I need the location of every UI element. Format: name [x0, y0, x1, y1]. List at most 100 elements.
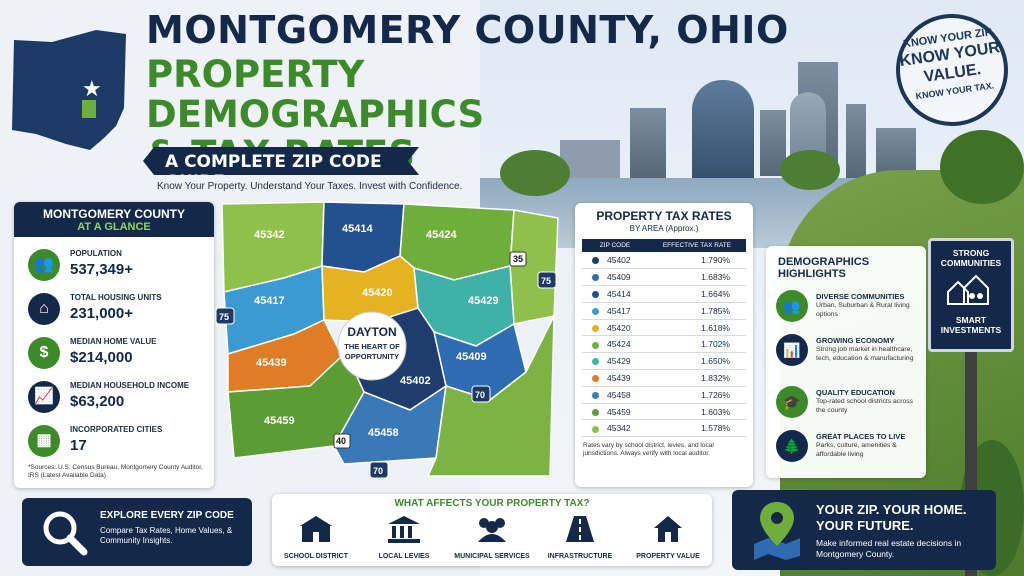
zip-label: 45458 [368, 427, 399, 439]
stat-median-home-value: $ MEDIAN HOME VALUE $214,000 [28, 331, 214, 375]
highlight-diverse-communities: 👥 DIVERSE COMMUNITIES Urban, Suburban & … [776, 290, 926, 336]
highlight-desc: Top-rated school districts across the co… [816, 398, 914, 414]
title-line-2: PROPERTY DEMOGRAPHICS [146, 53, 485, 136]
highway-shield-icon: 75 [215, 307, 235, 325]
zip-cell: 45429 [582, 352, 648, 371]
tax-rate: 1.603% [647, 403, 746, 421]
zip-region-45459 [227, 354, 365, 459]
stat-value: 17 [70, 437, 87, 454]
stat-value: 537,349+ [70, 261, 133, 278]
dollar-icon: $ [28, 337, 60, 369]
highlight-title: QUALITY EDUCATION [816, 388, 895, 397]
demographics-title: DEMOGRAPHICS HIGHLIGHTS [778, 256, 926, 280]
zip-region-south [426, 315, 555, 477]
trees-icon: 🌲 [776, 430, 808, 462]
tax-rate: 1.702% [647, 335, 746, 354]
zip-label: 45424 [426, 229, 457, 241]
zip-cell: 45459 [582, 403, 648, 421]
zip-label: 45439 [256, 357, 287, 369]
explore-title: EXPLORE EVERY ZIP CODE [100, 510, 234, 521]
zip-cell: 45439 [582, 369, 648, 387]
tax-rate: 1.664% [647, 285, 746, 303]
factor-label: PROPERTY VALUE [636, 553, 700, 560]
tax-rate: 1.785% [647, 302, 746, 320]
tax-rate: 1.618% [647, 319, 746, 337]
table-row: 45429 1.650% [582, 352, 746, 371]
zip-color-dot [592, 308, 599, 316]
zip-cell: 45458 [582, 386, 648, 404]
sign-line: SMART [955, 315, 987, 325]
zip-color-dot [592, 358, 599, 366]
explore-desc: Compare Tax Rates, Home Values, & Commun… [100, 526, 233, 545]
zip-code: 45424 [607, 339, 631, 350]
zip-code: 45459 [607, 406, 631, 417]
zip-code: 45414 [607, 288, 631, 299]
factor-label: LOCAL LEVIES [378, 553, 430, 560]
tax-rate: 1.650% [647, 352, 746, 371]
sign-line: INVESTMENTS [940, 325, 1002, 335]
tax-factors-panel: WHAT AFFECTS YOUR PROPERTY TAX? SCHOOL D… [272, 494, 712, 566]
highway-shield-icon: 35 [509, 251, 527, 267]
school-icon [300, 516, 332, 542]
table-row: 45417 1.785% [582, 302, 746, 320]
your-future-banner: YOUR ZIP. YOUR HOME. YOUR FUTURE. Make i… [732, 490, 996, 570]
zip-cell: 45409 [582, 268, 648, 287]
dayton-badge: DAYTON THE HEART OF OPPORTUNITY [337, 311, 407, 381]
zip-color-dot [592, 408, 599, 416]
zip-label: 45409 [456, 351, 487, 363]
zip-color-dot [592, 425, 599, 433]
factor-local-levies: LOCAL LEVIES [360, 514, 448, 560]
svg-text:OPPORTUNITY: OPPORTUNITY [345, 352, 399, 361]
tagline: Know Your Property. Understand Your Taxe… [157, 181, 463, 192]
growth-chart-icon: 📊 [776, 334, 808, 366]
zip-cell: 45342 [582, 419, 648, 438]
svg-text:70: 70 [373, 466, 383, 476]
table-row: 45459 1.603% [582, 403, 746, 421]
community-icon: 👥 [776, 290, 808, 322]
stat-population: 👥 POPULATION 537,349+ [28, 243, 214, 287]
factor-property-value: PROPERTY VALUE [624, 514, 712, 560]
glance-title: MONTGOMERY COUNTY [42, 207, 185, 221]
table-row: 45420 1.618% [582, 319, 746, 337]
guide-ribbon: A COMPLETE ZIP CODE GUIDE [143, 147, 419, 175]
page-title: MONTGOMERY COUNTY, OHIO [146, 8, 789, 52]
highway-shield-icon: 40 [333, 433, 351, 449]
svg-text:75: 75 [219, 312, 229, 322]
future-title-line-1: YOUR ZIP. YOUR HOME. [816, 502, 967, 517]
tax-note: Rates vary by school district, levies, a… [583, 442, 714, 458]
strong-communities-sign: STRONG COMMUNITIES SMART INVESTMENTS [928, 238, 1014, 352]
house-icon: ⌂ [28, 293, 60, 325]
tax-title: PROPERTY TAX RATES [596, 209, 732, 223]
glance-source: *Sources: U.S. Census Bureau, Montgomery… [28, 464, 203, 479]
table-row: 45342 1.578% [582, 419, 746, 438]
highlight-desc: Strong job market in healthcare, tech, e… [816, 346, 914, 362]
table-row: 45439 1.832% [582, 369, 746, 387]
future-title-line-2: YOUR FUTURE. [816, 518, 914, 533]
road-icon [566, 516, 594, 542]
zip-code: 45439 [607, 372, 631, 383]
tax-rate-table: ZIP CODE EFFECTIVE TAX RATE 45402 1.790% 4… [582, 239, 746, 438]
zip-label: 45429 [468, 295, 499, 307]
graduation-cap-icon: 🎓 [776, 386, 808, 418]
table-row: 45409 1.683% [582, 268, 746, 287]
future-title: YOUR ZIP. YOUR HOME. YOUR FUTURE. [816, 502, 967, 534]
table-row: 45414 1.664% [582, 285, 746, 303]
people-icon: 👥 [28, 249, 60, 281]
svg-text:70: 70 [475, 390, 485, 400]
zip-code-map: 45342 45414 45424 45417 45420 45429 4543… [215, 201, 559, 479]
factor-label: INFRASTRUCTURE [547, 553, 613, 560]
highway-shield-icon: 70 [471, 385, 491, 403]
svg-text:DAYTON: DAYTON [347, 325, 396, 339]
magnifier-icon [43, 511, 88, 556]
zip-color-dot [592, 341, 599, 349]
map-pin-icon [754, 502, 800, 560]
svg-text:40: 40 [336, 436, 346, 446]
zip-label: 45414 [342, 223, 373, 235]
zip-cell: 45402 [582, 252, 648, 270]
ohio-state-map: ★ [12, 30, 126, 150]
explore-zip-codes-banner[interactable]: EXPLORE EVERY ZIP CODE Compare Tax Rates… [22, 498, 252, 566]
stat-incorporated-cities: ▦ INCORPORATED CITIES 17 [28, 419, 214, 463]
zip-label: 45420 [362, 287, 393, 299]
zip-color-dot [592, 257, 599, 265]
highlight-desc: Parks, culture, amenities & affordable l… [816, 442, 897, 458]
